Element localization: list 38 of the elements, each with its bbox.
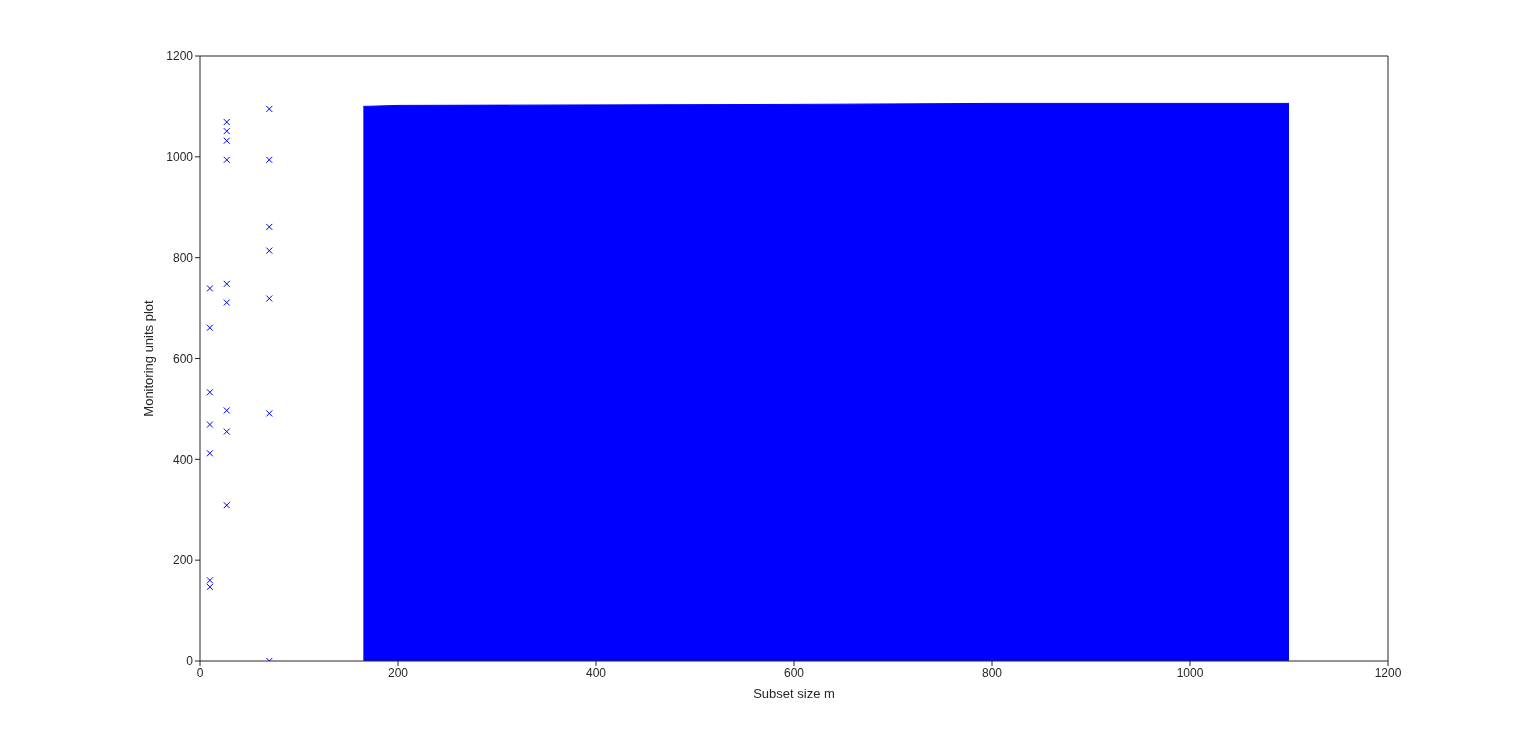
y-tick-label: 0: [186, 654, 194, 669]
point: [265, 105, 273, 113]
point: [206, 388, 214, 396]
x-tick-label: 400: [585, 665, 607, 680]
point: [206, 583, 214, 591]
y-tick-label: 600: [172, 351, 194, 366]
x-tick-label: 800: [981, 665, 1003, 680]
x-tick-label: 200: [387, 665, 409, 680]
x-tick-label: 0: [196, 665, 204, 680]
point: [265, 409, 273, 417]
point: [223, 280, 231, 288]
point: [265, 247, 273, 255]
point: [223, 299, 231, 307]
point: [223, 118, 231, 126]
point: [223, 137, 231, 145]
point: [206, 576, 214, 584]
point: [265, 295, 273, 302]
point: [223, 428, 231, 436]
point: [206, 284, 214, 292]
point: [223, 501, 231, 509]
y-tick-label: 400: [172, 452, 194, 467]
x-axis-title: Subset size m: [753, 686, 835, 701]
y-axis-title: Monitoring units plot: [140, 299, 156, 417]
y-tick-label: 800: [172, 250, 194, 265]
x-tick-label: 1000: [1176, 665, 1204, 680]
point: [206, 449, 214, 457]
y-tick-label: 1000: [166, 150, 194, 165]
point: [223, 406, 231, 414]
point: [206, 421, 214, 429]
y-tick-label: 1200: [166, 49, 194, 64]
y-tick-label: 200: [172, 553, 194, 568]
point: [265, 223, 273, 231]
point: [223, 156, 231, 164]
point: [223, 127, 231, 135]
point: [206, 324, 214, 332]
x-tick-label: 1200: [1374, 665, 1402, 680]
point: [265, 156, 273, 164]
x-tick-label: 600: [783, 665, 805, 680]
